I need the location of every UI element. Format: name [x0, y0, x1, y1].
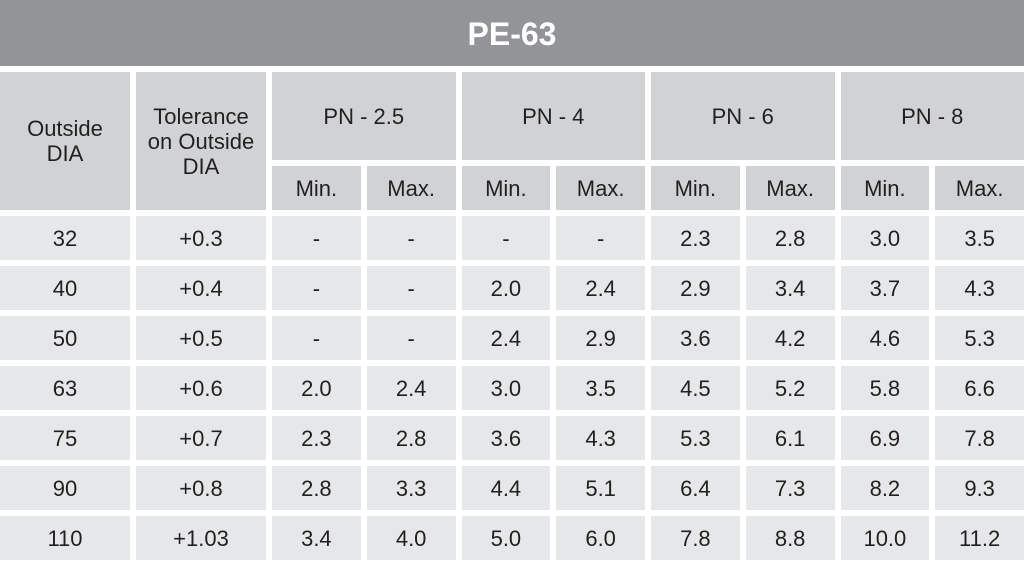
- table-cell: 2.0: [461, 266, 551, 310]
- table-cell: 110: [0, 516, 130, 560]
- header-max: Max.: [556, 166, 645, 210]
- table-cell: 6.9: [840, 416, 930, 460]
- table-cell: -: [366, 266, 456, 310]
- table-cell: 3.4: [745, 266, 835, 310]
- table-cell: 3.7: [840, 266, 930, 310]
- pe63-table: Outside DIA Tolerance on Outside DIA PN …: [0, 72, 1024, 560]
- table-cell: 4.6: [840, 316, 930, 360]
- header-pn-8: PN - 8: [840, 72, 1024, 160]
- table-cell: 5.3: [935, 316, 1024, 360]
- table-cell: 3.0: [461, 366, 551, 410]
- header-pn-6: PN - 6: [651, 72, 835, 160]
- table-cell: +0.5: [136, 316, 266, 360]
- table-cell: -: [272, 216, 361, 260]
- table-cell: 4.2: [745, 316, 835, 360]
- header-tolerance: Tolerance on Outside DIA: [136, 72, 266, 210]
- table-cell: 7.8: [651, 516, 740, 560]
- header-min: Min.: [461, 166, 551, 210]
- header-max: Max.: [935, 166, 1024, 210]
- table-cell: 3.4: [272, 516, 361, 560]
- table-cell: +1.03: [136, 516, 266, 560]
- table-cell: 8.2: [840, 466, 930, 510]
- table-cell: +0.6: [136, 366, 266, 410]
- table-cell: 90: [0, 466, 130, 510]
- table-cell: 5.3: [651, 416, 740, 460]
- table-cell: 3.5: [935, 216, 1024, 260]
- table-cell: +0.4: [136, 266, 266, 310]
- table-cell: 2.8: [745, 216, 835, 260]
- table-cell: -: [272, 316, 361, 360]
- header-pn-4: PN - 4: [461, 72, 645, 160]
- header-outside-dia: Outside DIA: [0, 72, 130, 210]
- table-cell: 3.6: [461, 416, 551, 460]
- table-cell: 2.9: [556, 316, 645, 360]
- table-cell: 4.5: [651, 366, 740, 410]
- table-cell: 63: [0, 366, 130, 410]
- table-cell: 7.3: [745, 466, 835, 510]
- table-cell: 5.1: [556, 466, 645, 510]
- header-min: Min.: [840, 166, 930, 210]
- table-cell: 6.1: [745, 416, 835, 460]
- table-cell: 3.5: [556, 366, 645, 410]
- table-cell: 2.4: [556, 266, 645, 310]
- table-cell: 5.2: [745, 366, 835, 410]
- table-cell: 9.3: [935, 466, 1024, 510]
- table-cell: -: [366, 316, 456, 360]
- table-title: PE-63: [0, 0, 1024, 66]
- header-min: Min.: [651, 166, 740, 210]
- table-cell: 2.4: [461, 316, 551, 360]
- table-cell: 4.3: [935, 266, 1024, 310]
- table-cell: 6.0: [556, 516, 645, 560]
- table-cell: 4.3: [556, 416, 645, 460]
- table-cell: 10.0: [840, 516, 930, 560]
- table-cell: 3.0: [840, 216, 930, 260]
- header-max: Max.: [745, 166, 835, 210]
- table-cell: 4.4: [461, 466, 551, 510]
- table-cell: +0.8: [136, 466, 266, 510]
- table-cell: 2.8: [366, 416, 456, 460]
- table-cell: 2.3: [651, 216, 740, 260]
- table-cell: 5.0: [461, 516, 551, 560]
- table-cell: 4.0: [366, 516, 456, 560]
- table-cell: 75: [0, 416, 130, 460]
- table-cell: 5.8: [840, 366, 930, 410]
- table-cell: 2.9: [651, 266, 740, 310]
- table-cell: 2.4: [366, 366, 456, 410]
- header-pn-2-5: PN - 2.5: [272, 72, 456, 160]
- table-cell: 32: [0, 216, 130, 260]
- table-cell: 40: [0, 266, 130, 310]
- table-cell: 8.8: [745, 516, 835, 560]
- table-cell: -: [272, 266, 361, 310]
- table-cell: 2.0: [272, 366, 361, 410]
- table-cell: 7.8: [935, 416, 1024, 460]
- header-max: Max.: [366, 166, 456, 210]
- table-cell: 3.3: [366, 466, 456, 510]
- table-cell: +0.7: [136, 416, 266, 460]
- table-cell: 50: [0, 316, 130, 360]
- table-cell: 11.2: [935, 516, 1024, 560]
- table-cell: -: [556, 216, 645, 260]
- table-cell: 3.6: [651, 316, 740, 360]
- table-cell: 2.3: [272, 416, 361, 460]
- table-cell: +0.3: [136, 216, 266, 260]
- table-cell: 6.6: [935, 366, 1024, 410]
- header-min: Min.: [272, 166, 361, 210]
- table-cell: -: [461, 216, 551, 260]
- table-cell: -: [366, 216, 456, 260]
- table-cell: 2.8: [272, 466, 361, 510]
- table-cell: 6.4: [651, 466, 740, 510]
